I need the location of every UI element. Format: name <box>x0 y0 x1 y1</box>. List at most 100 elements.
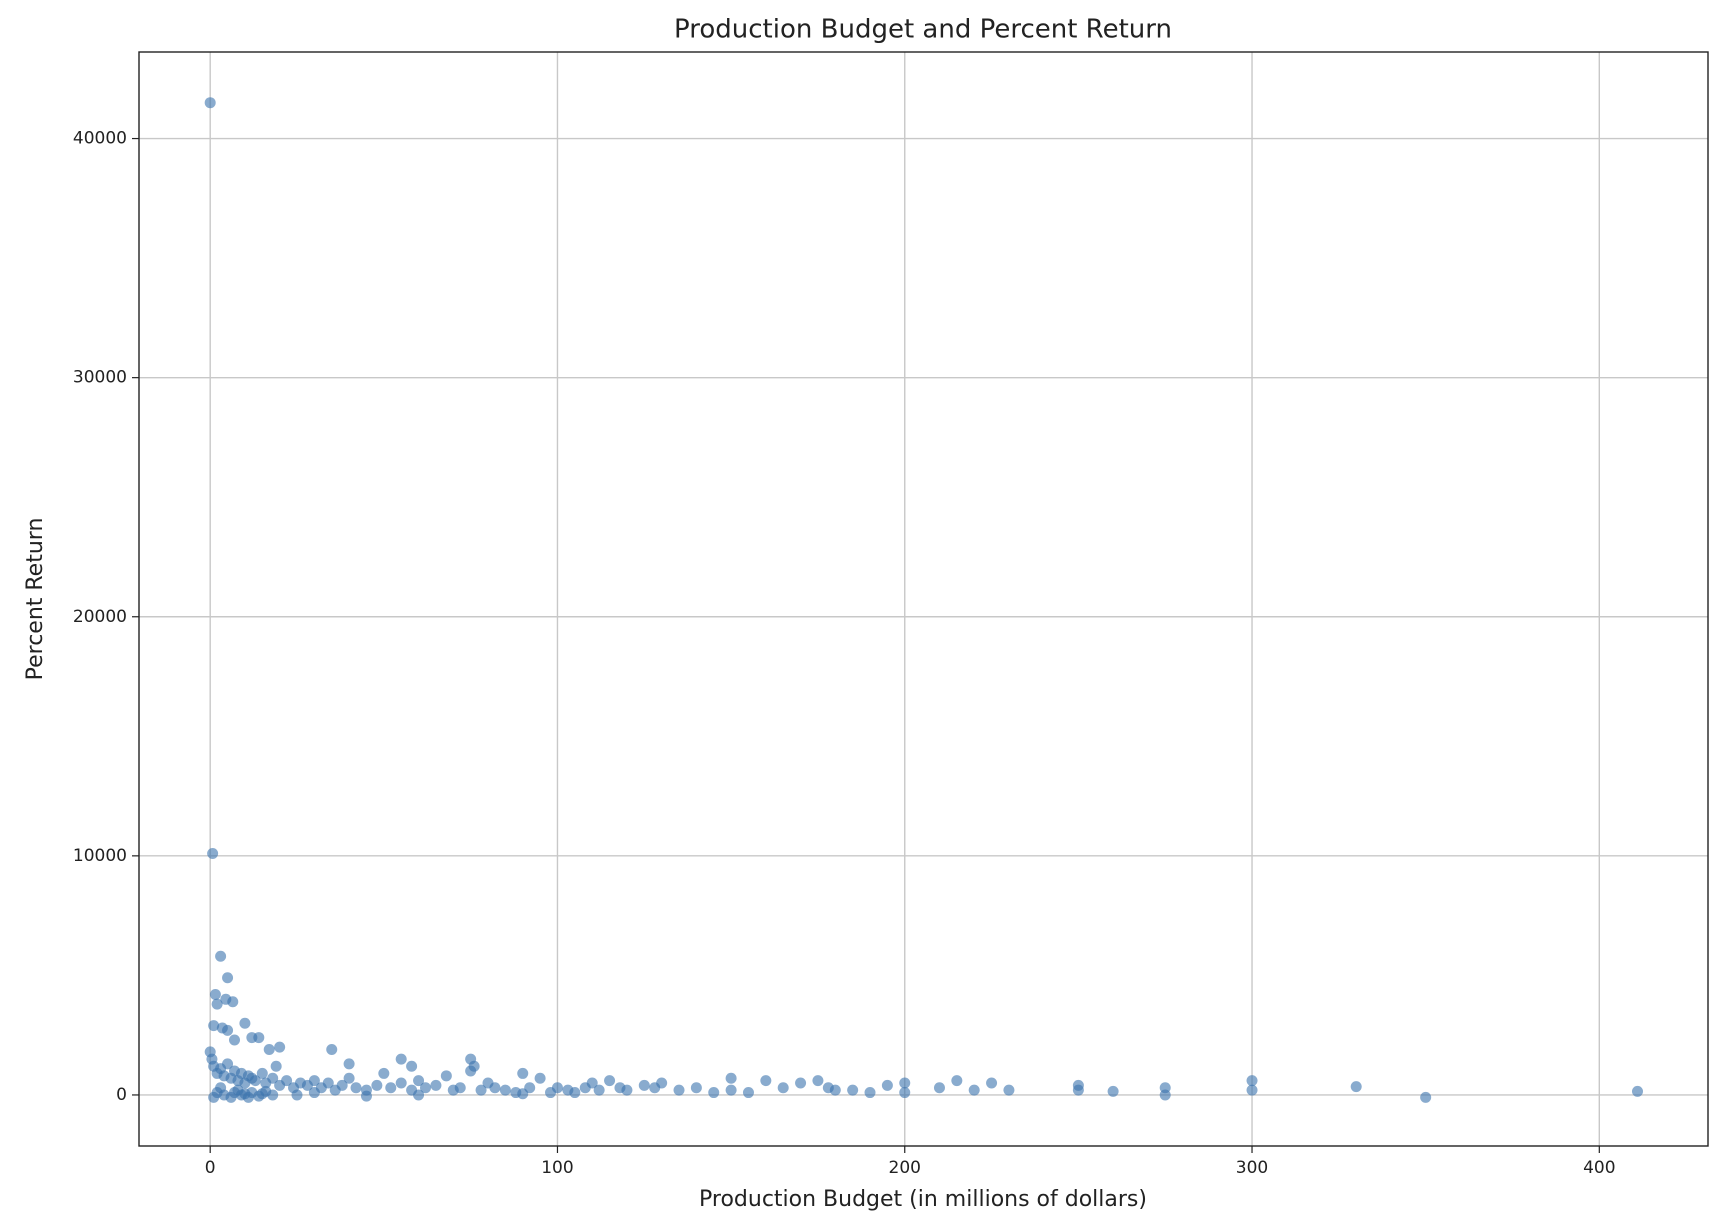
point <box>1003 1084 1015 1096</box>
point <box>343 1058 355 1070</box>
point <box>933 1082 945 1094</box>
point <box>413 1075 425 1087</box>
point <box>406 1060 418 1072</box>
point <box>899 1087 911 1099</box>
point <box>322 1077 334 1089</box>
plot-frame <box>138 51 1709 1147</box>
y-tick-label: 40000 <box>73 129 127 149</box>
point <box>267 1089 279 1101</box>
y-tick-label: 0 <box>116 1085 127 1105</box>
point <box>263 1044 275 1056</box>
point <box>291 1089 303 1101</box>
point <box>274 1041 286 1053</box>
point <box>1246 1084 1258 1096</box>
point <box>207 847 219 859</box>
point <box>350 1082 362 1094</box>
x-axis-label: Production Budget (in millions of dollar… <box>699 1187 1147 1212</box>
point <box>986 1077 998 1089</box>
point <box>604 1075 616 1087</box>
point <box>899 1077 911 1089</box>
x-tick-label: 200 <box>889 1158 921 1178</box>
point <box>812 1075 824 1087</box>
y-tick-label: 30000 <box>73 368 127 388</box>
y-axis-label: Percent Return <box>23 518 48 681</box>
point <box>1420 1091 1432 1103</box>
point <box>267 1072 279 1084</box>
point <box>534 1072 546 1084</box>
point <box>465 1065 477 1077</box>
point <box>517 1088 529 1100</box>
point <box>1632 1085 1644 1097</box>
point <box>215 950 227 962</box>
point <box>360 1090 372 1102</box>
point <box>209 989 221 1001</box>
point <box>673 1084 685 1096</box>
point <box>440 1070 452 1082</box>
point <box>378 1067 390 1079</box>
point <box>413 1089 425 1101</box>
point <box>308 1087 320 1099</box>
point <box>829 1084 841 1096</box>
point <box>385 1082 397 1094</box>
point <box>253 1032 265 1044</box>
point <box>1107 1085 1119 1097</box>
point <box>864 1087 876 1099</box>
y-tick-label: 20000 <box>73 607 127 627</box>
x-tick-label: 300 <box>1236 1158 1268 1178</box>
chart-title: Production Budget and Percent Return <box>674 15 1172 45</box>
point <box>777 1082 789 1094</box>
point <box>708 1087 720 1099</box>
point <box>1350 1081 1362 1093</box>
point <box>222 1058 234 1070</box>
point <box>220 993 232 1005</box>
point <box>968 1084 980 1096</box>
point <box>336 1079 348 1091</box>
point <box>430 1079 442 1091</box>
point <box>249 1075 261 1087</box>
point <box>281 1075 293 1087</box>
point <box>621 1084 633 1096</box>
point <box>395 1077 407 1089</box>
point <box>222 1024 234 1036</box>
point <box>760 1075 772 1087</box>
point <box>489 1082 501 1094</box>
point <box>586 1077 598 1089</box>
point <box>725 1072 737 1084</box>
point <box>795 1077 807 1089</box>
x-tick-label: 100 <box>541 1158 573 1178</box>
point <box>593 1084 605 1096</box>
point <box>208 1020 220 1032</box>
point <box>208 1091 220 1103</box>
point <box>454 1082 466 1094</box>
point <box>395 1053 407 1065</box>
point <box>1159 1089 1171 1101</box>
point <box>1246 1075 1258 1087</box>
point <box>475 1084 487 1096</box>
point <box>215 1082 227 1094</box>
point <box>420 1082 432 1094</box>
point <box>371 1079 383 1091</box>
point <box>742 1087 754 1099</box>
point <box>326 1044 338 1056</box>
point <box>847 1084 859 1096</box>
point <box>343 1072 355 1084</box>
point <box>308 1075 320 1087</box>
point <box>725 1084 737 1096</box>
point <box>951 1075 963 1087</box>
point <box>517 1067 529 1079</box>
point <box>239 1017 251 1029</box>
point <box>211 998 223 1010</box>
point <box>638 1079 650 1091</box>
point <box>256 1067 268 1079</box>
point <box>235 1089 247 1101</box>
point <box>551 1082 563 1094</box>
point <box>656 1077 668 1089</box>
x-tick-label: 0 <box>205 1158 216 1178</box>
point <box>204 97 216 109</box>
point <box>229 1034 241 1046</box>
x-tick-label: 400 <box>1583 1158 1615 1178</box>
point <box>270 1060 282 1072</box>
point <box>222 972 234 984</box>
point <box>1072 1084 1084 1096</box>
